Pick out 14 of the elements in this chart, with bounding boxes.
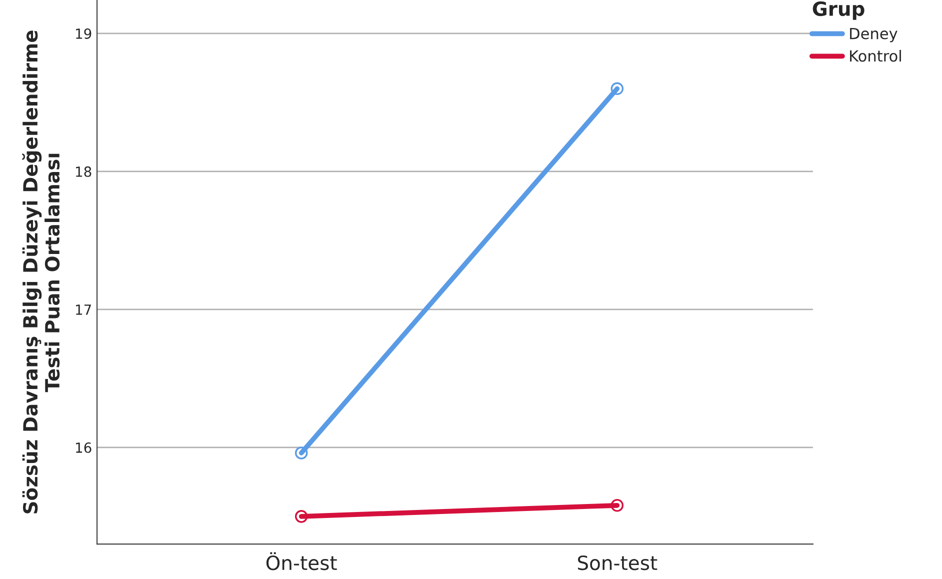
point [294, 446, 308, 460]
y-tick-label: 19 [76, 28, 92, 39]
point [610, 499, 624, 512]
y-tick-label: 18 [76, 166, 92, 177]
x-tick-label: Son-test [578, 555, 658, 570]
point [294, 510, 308, 523]
legend-label: Kontrol [850, 50, 901, 62]
legend-title: Grup [812, 1, 864, 20]
point [610, 82, 624, 96]
y-tick-label: 16 [76, 442, 92, 453]
y-axis-title: Sözsüz Davranış Bilgi Düzeyi Değerlendirme Testi Puan Ortalaması [22, 30, 60, 514]
y-tick-label: 17 [76, 304, 91, 315]
legend-label: Deney [850, 28, 898, 42]
x-tick-label: Ön-test [266, 552, 337, 570]
